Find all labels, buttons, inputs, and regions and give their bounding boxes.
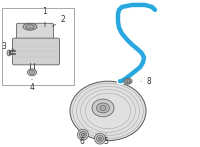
Ellipse shape (7, 50, 11, 56)
Ellipse shape (30, 70, 35, 74)
Text: 4: 4 (30, 79, 34, 92)
Text: 1: 1 (43, 7, 47, 27)
Text: 5: 5 (104, 134, 108, 146)
Text: 6: 6 (80, 134, 85, 146)
Ellipse shape (80, 131, 86, 138)
Ellipse shape (96, 103, 110, 113)
Text: 2: 2 (52, 15, 65, 26)
Ellipse shape (78, 129, 88, 140)
Ellipse shape (92, 99, 114, 117)
Text: 3: 3 (2, 42, 14, 51)
Ellipse shape (126, 80, 130, 83)
Ellipse shape (98, 137, 102, 140)
Bar (2, 8, 74, 85)
Ellipse shape (28, 69, 36, 76)
Ellipse shape (82, 133, 84, 136)
Ellipse shape (124, 78, 132, 84)
Ellipse shape (70, 81, 146, 141)
FancyBboxPatch shape (12, 38, 60, 65)
Text: 7: 7 (133, 50, 144, 59)
Ellipse shape (23, 23, 37, 30)
FancyBboxPatch shape (16, 23, 54, 44)
Ellipse shape (95, 133, 106, 144)
Ellipse shape (100, 105, 106, 110)
Ellipse shape (26, 25, 35, 29)
Ellipse shape (96, 135, 104, 142)
Text: 8: 8 (141, 77, 151, 86)
